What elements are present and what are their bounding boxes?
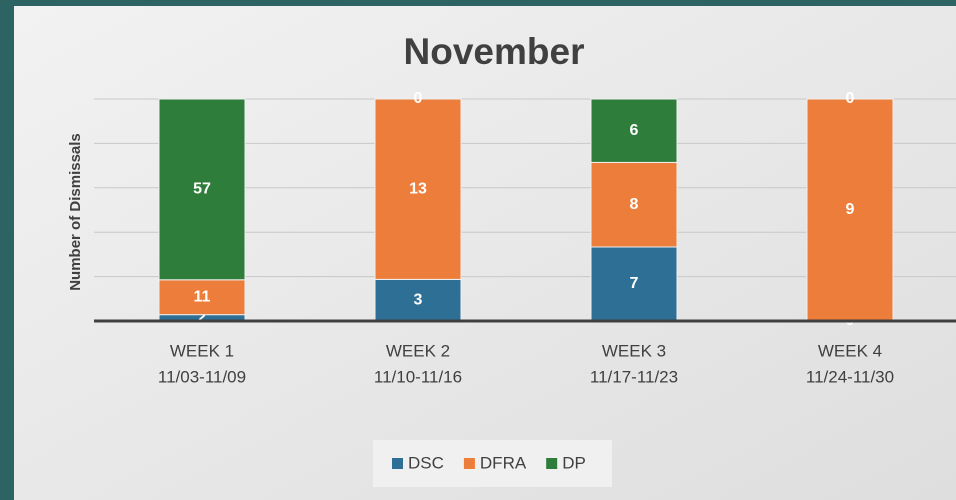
legend-swatch (392, 458, 403, 469)
bar-segment (158, 279, 246, 316)
x-tick-label: WEEK 2 (386, 341, 450, 360)
x-tick-label: 11/24-11/30 (806, 367, 894, 386)
legend-swatch (463, 458, 475, 469)
bar-segment (158, 98, 246, 281)
data-label: 13 (409, 180, 427, 197)
bar-segment (590, 246, 678, 322)
data-label: 0 (414, 90, 423, 107)
bar-segment (374, 98, 462, 280)
data-label: 6 (630, 122, 639, 139)
legend-label: DSC (408, 453, 444, 472)
data-label: 7 (630, 275, 639, 292)
x-tick-label: WEEK 1 (170, 341, 234, 360)
legend-label: DFRA (480, 453, 527, 472)
bar-segment (590, 98, 678, 163)
data-label: 57 (193, 181, 211, 198)
data-label: 2 (198, 309, 207, 326)
data-label: 11 (194, 288, 211, 305)
data-label: 0 (846, 90, 855, 107)
bar-segment (806, 98, 894, 322)
legend-label: DP (562, 453, 586, 472)
data-label: 3 (414, 291, 423, 308)
x-tick-label: 11/03-11/09 (158, 367, 246, 386)
x-tick-label: 11/10-11/16 (374, 367, 462, 386)
legend-swatch (546, 458, 558, 469)
data-label: 8 (630, 196, 639, 213)
chart-title: November (404, 31, 585, 72)
bar-segment (590, 161, 678, 248)
y-axis-label: Number of Dismissals (67, 133, 84, 291)
x-tick-label: 11/17-11/23 (590, 367, 678, 386)
legend (373, 440, 612, 487)
x-tick-label: WEEK 3 (602, 341, 666, 360)
bar-segment (374, 278, 462, 322)
x-tick-label: WEEK 4 (818, 341, 882, 360)
data-label: 9 (846, 201, 855, 218)
